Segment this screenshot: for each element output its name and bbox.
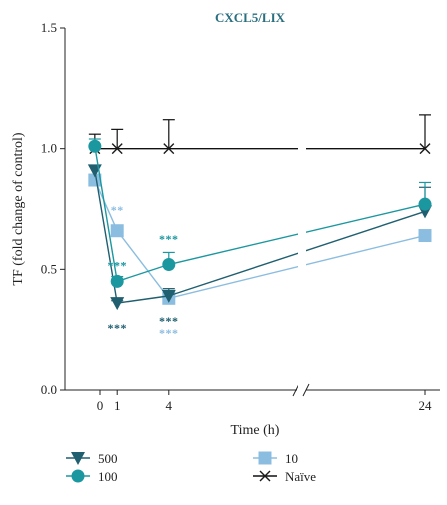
axis-break-mark — [302, 383, 310, 397]
legend-item: 10 — [253, 451, 298, 466]
series-line-segment — [168, 210, 426, 297]
series-line-segment — [168, 234, 426, 299]
legend-item: 500 — [66, 451, 118, 466]
annotation-group: ***************** — [107, 203, 178, 340]
series-500 — [87, 164, 432, 311]
legend-label: Naïve — [285, 469, 316, 484]
series-line-segment — [117, 295, 169, 304]
legend-label: 100 — [98, 469, 118, 484]
legend-label: 500 — [98, 451, 118, 466]
significance-label: *** — [159, 326, 179, 340]
series-line-segment — [168, 203, 426, 266]
y-tick-label: 1.5 — [41, 20, 57, 35]
x-tick-label: 1 — [114, 398, 121, 413]
data-point — [88, 139, 102, 153]
legend: 500 100 10 Naïve — [66, 451, 316, 484]
data-point — [110, 274, 124, 288]
chart-title: CXCL5/LIX — [215, 10, 286, 25]
significance-label: ** — [111, 203, 124, 217]
x-tick-label: 4 — [166, 398, 173, 413]
legend-item: Naïve — [253, 469, 316, 484]
series-line-segment — [94, 146, 118, 282]
x-axis-title: Time (h) — [231, 423, 280, 438]
significance-label: *** — [159, 232, 179, 246]
series-line-segment — [116, 230, 170, 299]
y-tick-label: 0.5 — [41, 261, 57, 276]
data-point — [161, 289, 176, 303]
y-axis-title: TF (fold change of control) — [11, 132, 26, 286]
point-stroke — [419, 143, 431, 155]
data-point — [110, 297, 125, 311]
significance-label: *** — [107, 258, 127, 272]
point-stroke — [111, 143, 123, 155]
data-point — [88, 173, 102, 187]
legend-marker — [259, 470, 271, 482]
x-tick-label: 24 — [419, 398, 433, 413]
data-point — [111, 143, 123, 155]
axes-group: 0.0 0.5 1.0 1.5 0 1 4 24 — [41, 20, 440, 413]
data-point — [418, 197, 432, 211]
data-point — [110, 224, 124, 238]
point-stroke — [259, 470, 271, 482]
x-tick-label: 0 — [97, 398, 104, 413]
y-tick-label: 0.0 — [41, 382, 57, 397]
data-point — [419, 143, 431, 155]
significance-label: *** — [159, 314, 179, 328]
legend-marker — [258, 451, 272, 465]
series-line-segment — [116, 263, 170, 283]
legend-label: 10 — [285, 451, 298, 466]
data-point — [163, 143, 175, 155]
data-point — [162, 258, 176, 272]
series-100 — [88, 138, 432, 288]
legend-marker — [71, 469, 85, 483]
point-stroke — [163, 143, 175, 155]
series-10 — [88, 173, 432, 305]
series-group — [87, 28, 432, 388]
significance-label: *** — [107, 321, 127, 335]
series-nave — [88, 114, 431, 155]
y-tick-label: 1.0 — [41, 141, 57, 156]
legend-item: 100 — [66, 469, 118, 484]
axis-break-gap — [298, 28, 306, 388]
data-point — [418, 229, 432, 243]
legend-marker — [71, 452, 85, 465]
